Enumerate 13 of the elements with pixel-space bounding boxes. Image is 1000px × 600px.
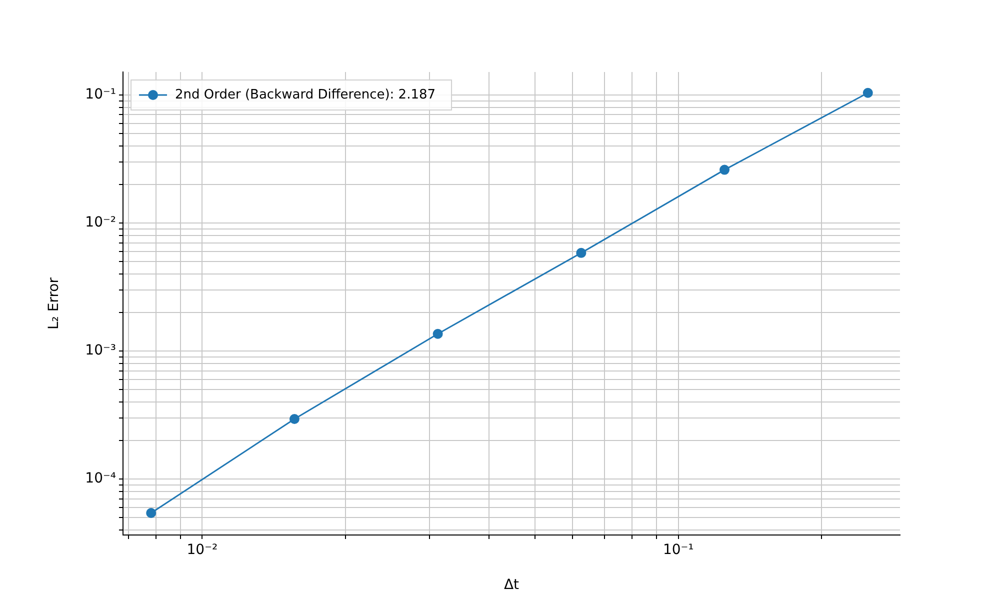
point	[720, 164, 730, 175]
y-axis-title: L₂ Error	[46, 277, 62, 330]
point	[146, 508, 156, 518]
legend-label: 2nd Order (Backward Difference): 2.187	[175, 87, 436, 102]
point	[432, 328, 443, 339]
point	[576, 248, 586, 258]
x-axis-title: Δt	[504, 577, 520, 594]
y-tick-label: 10⁻¹	[85, 86, 116, 103]
y-tick-label: 10⁻⁴	[85, 470, 116, 487]
point	[289, 414, 300, 424]
y-tick-label: 10⁻³	[85, 342, 116, 359]
point	[862, 88, 873, 98]
y-tick-label: 10⁻²	[85, 214, 116, 231]
